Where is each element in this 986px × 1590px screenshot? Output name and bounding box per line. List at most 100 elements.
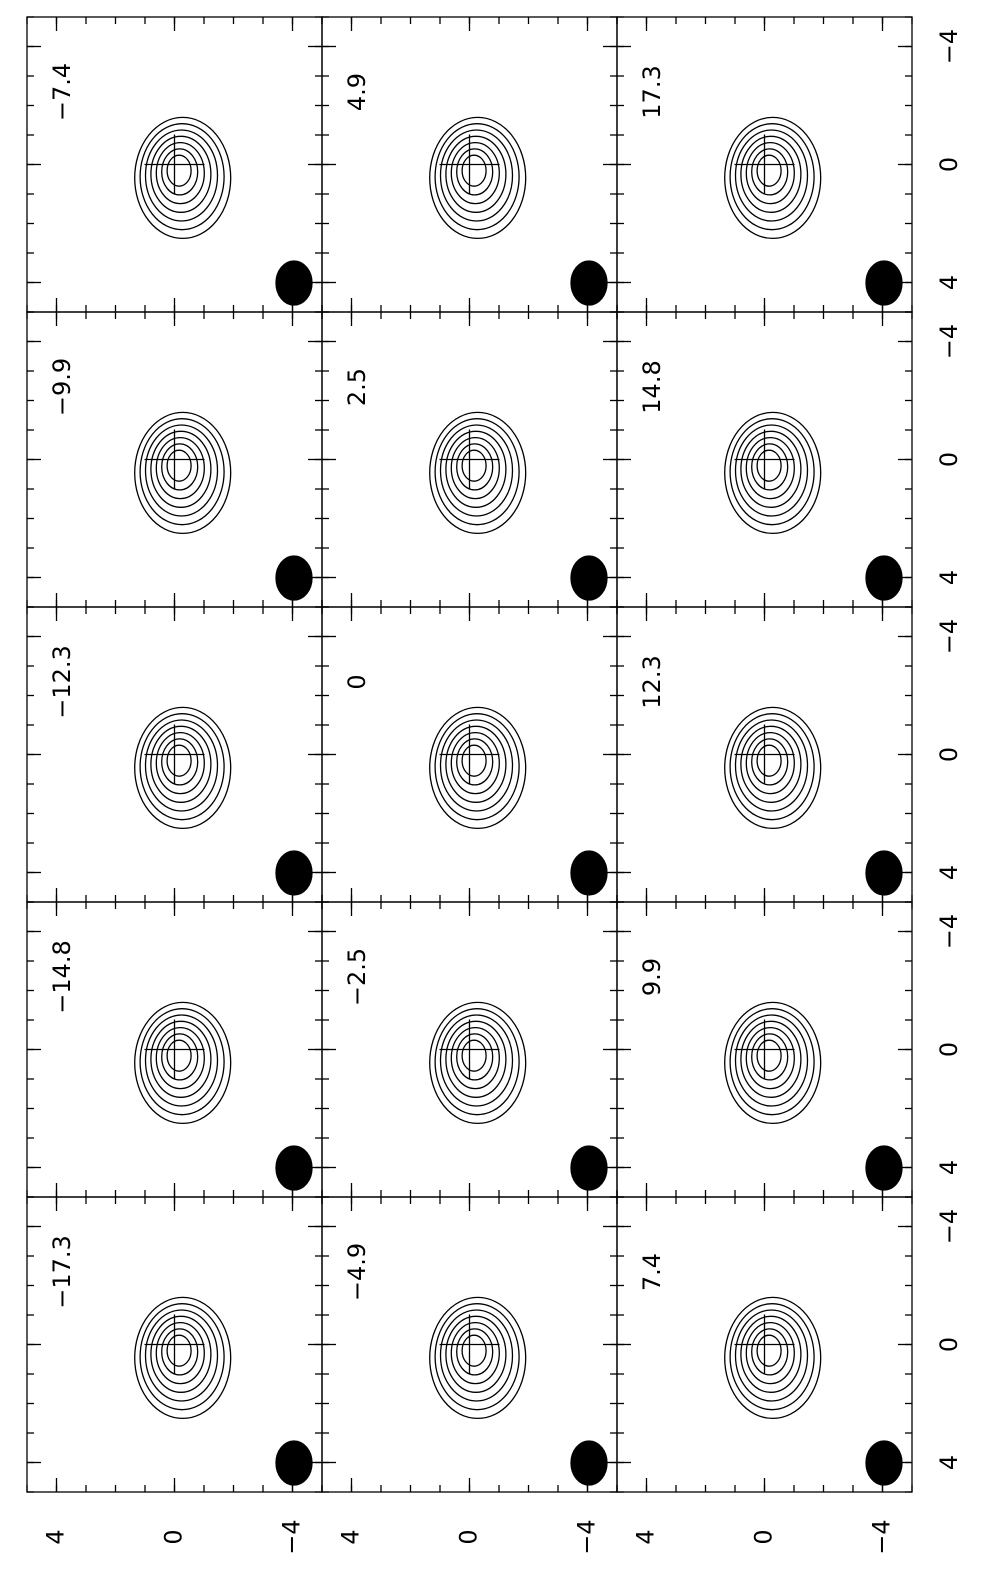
panel-label: 7.4 [638, 1253, 666, 1291]
panel-label: 0 [343, 674, 371, 689]
contour [155, 1321, 205, 1385]
contour [144, 719, 219, 812]
contour [429, 706, 527, 830]
contour [450, 1026, 500, 1090]
contour [745, 1026, 795, 1090]
contour [724, 1001, 822, 1125]
x-tick-label: −4 [868, 1519, 896, 1554]
contour [756, 154, 782, 187]
panel-label: −17.3 [48, 1235, 76, 1309]
y-tick-label: 0 [935, 1337, 963, 1352]
x-tick-label: −4 [573, 1519, 601, 1554]
panel-label: −7.4 [48, 63, 76, 121]
contour [734, 424, 809, 517]
contour [756, 744, 782, 777]
contour [434, 418, 520, 526]
contour [150, 1020, 212, 1098]
beam [570, 850, 608, 896]
contour [734, 719, 809, 812]
contour [445, 1315, 507, 1393]
x-tick-label: 0 [455, 1529, 483, 1544]
contour [166, 744, 192, 777]
contour [740, 1020, 802, 1098]
contour [751, 1328, 789, 1376]
contour [429, 1296, 527, 1420]
contour [150, 1315, 212, 1393]
panel-label: 4.9 [343, 73, 371, 111]
contour [461, 744, 487, 777]
contour [445, 135, 507, 213]
contour [150, 135, 212, 213]
contour [456, 443, 494, 491]
panel-label: −14.8 [48, 940, 76, 1014]
contour [144, 129, 219, 222]
contour [450, 1321, 500, 1385]
contour [166, 1039, 192, 1072]
contour [155, 141, 205, 205]
x-tick-label: 0 [160, 1529, 188, 1544]
beam [865, 850, 903, 896]
contour [445, 725, 507, 803]
contour [751, 443, 789, 491]
contour [729, 418, 815, 526]
contour [456, 738, 494, 786]
contour [461, 449, 487, 482]
beam [570, 1145, 608, 1191]
contour [740, 430, 802, 508]
contour [139, 1008, 225, 1116]
y-tick-label: −4 [935, 324, 963, 359]
contour [734, 1309, 809, 1402]
contour [456, 148, 494, 196]
contour [150, 430, 212, 508]
contour [745, 141, 795, 205]
panel-label: 12.3 [638, 655, 666, 708]
contour [729, 713, 815, 821]
contour [155, 436, 205, 500]
y-tick-label: −4 [935, 619, 963, 654]
contour [429, 1001, 527, 1125]
panel-label: 14.8 [638, 360, 666, 413]
contour [434, 1303, 520, 1411]
contour [724, 706, 822, 830]
contour [450, 436, 500, 500]
beam [865, 1145, 903, 1191]
contour [434, 123, 520, 231]
contour [155, 1026, 205, 1090]
contour [144, 1014, 219, 1107]
beam [865, 555, 903, 601]
contour [461, 154, 487, 187]
contour [134, 116, 232, 240]
contour [134, 411, 232, 535]
contour [434, 713, 520, 821]
contour [751, 1033, 789, 1081]
contour [724, 116, 822, 240]
contour [724, 1296, 822, 1420]
contour [445, 1020, 507, 1098]
contour [724, 411, 822, 535]
panel-label: 17.3 [638, 65, 666, 118]
contour [461, 1039, 487, 1072]
contour [740, 1315, 802, 1393]
contour [734, 1014, 809, 1107]
contour [155, 731, 205, 795]
x-tick-label: 4 [632, 1529, 660, 1544]
x-tick-label: 4 [42, 1529, 70, 1544]
contour [751, 738, 789, 786]
contour [144, 424, 219, 517]
beam [865, 260, 903, 306]
y-tick-label: 0 [935, 747, 963, 762]
contour [461, 1334, 487, 1367]
contour [166, 154, 192, 187]
panel-label: 2.5 [343, 368, 371, 406]
contour [745, 436, 795, 500]
contour [740, 725, 802, 803]
contour [139, 1303, 225, 1411]
contour [456, 1033, 494, 1081]
panel-label: 9.9 [638, 958, 666, 996]
contour [161, 738, 199, 786]
contour [439, 1309, 514, 1402]
contour [139, 713, 225, 821]
contour [734, 129, 809, 222]
contour [729, 1303, 815, 1411]
